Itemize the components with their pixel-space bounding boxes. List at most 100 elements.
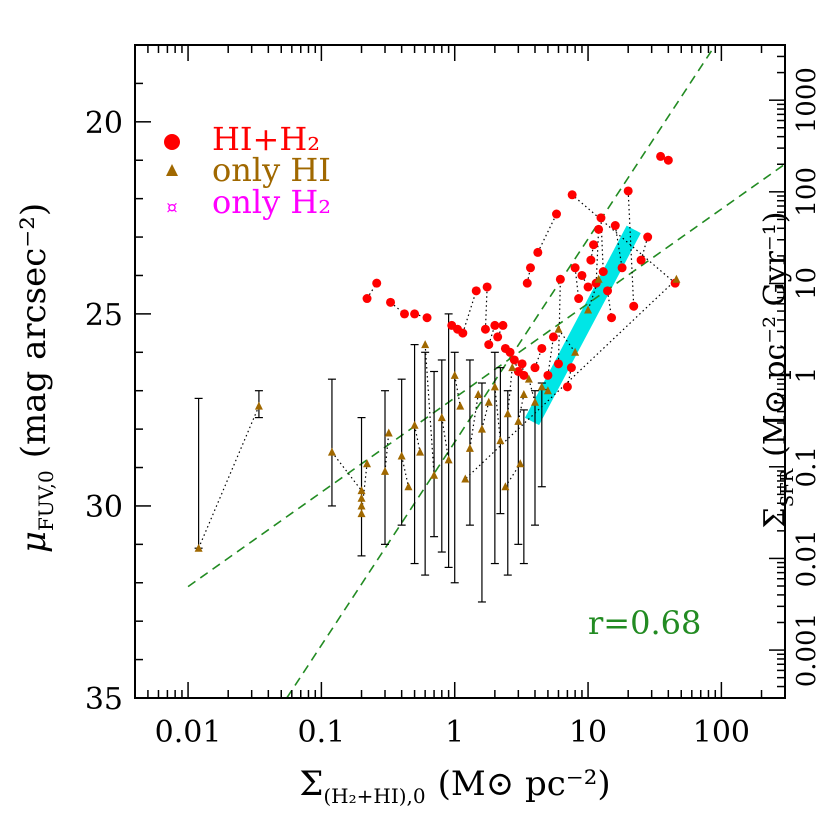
y-axis-label: μFUV,0 (mag arcsec⁻²) xyxy=(14,203,58,553)
point-hi-h2 xyxy=(623,186,633,196)
point-only-hi xyxy=(490,382,499,391)
point-only-hi xyxy=(357,486,366,495)
y2-tick-label: 0.001 xyxy=(792,613,822,687)
point-only-hi xyxy=(503,409,512,418)
y-tick-label: 30 xyxy=(85,490,123,525)
profile-link-line xyxy=(462,290,477,334)
point-hi-h2 xyxy=(490,320,500,330)
point-hi-h2 xyxy=(583,282,593,292)
point-only-hi xyxy=(421,340,430,349)
point-only-hi xyxy=(672,274,681,283)
point-only-hi xyxy=(381,466,390,475)
point-only-hi xyxy=(584,305,593,314)
point-hi-h2 xyxy=(636,255,646,265)
point-only-hi xyxy=(543,386,552,395)
point-hi-h2 xyxy=(548,332,558,342)
point-only-hi xyxy=(450,370,459,379)
point-hi-h2 xyxy=(410,309,420,319)
profile-link-line xyxy=(595,229,600,284)
point-only-hi xyxy=(571,347,580,356)
point-hi-h2 xyxy=(663,155,673,165)
point-only-hi xyxy=(465,443,474,452)
y2-tick-label: 0.1 xyxy=(792,446,822,487)
profile-link-line xyxy=(401,455,410,487)
point-only-hi xyxy=(474,390,483,399)
point-hi-h2 xyxy=(552,209,562,219)
point-hi-h2 xyxy=(399,309,409,319)
x-tick-label: 10 xyxy=(569,715,607,750)
x-axis-label-main: Σ xyxy=(299,764,323,804)
profile-link-line xyxy=(547,336,555,376)
y2-tick-label: 10 xyxy=(792,267,822,300)
data-points xyxy=(194,151,681,552)
y-axis-ticks: 20 25 30 35 xyxy=(85,44,151,717)
point-only-hi xyxy=(254,401,263,410)
point-hi-h2 xyxy=(533,247,543,257)
profile-link-line xyxy=(198,405,260,549)
point-only-hi xyxy=(437,413,446,422)
point-only-hi xyxy=(519,390,528,399)
profile-link-line xyxy=(441,417,450,460)
point-hi-h2 xyxy=(603,286,613,296)
profile-link-line xyxy=(517,394,525,422)
fit-lines xyxy=(187,45,785,698)
fit-line-2 xyxy=(286,45,716,698)
profile-link-line xyxy=(366,282,378,299)
point-hi-h2 xyxy=(498,320,508,330)
fit-line-1 xyxy=(187,163,785,588)
profile-link-line xyxy=(557,328,576,353)
legend-marker-only-h2: ¤ xyxy=(166,197,177,218)
y-tick-label: 35 xyxy=(85,682,123,717)
point-hi-h2 xyxy=(562,382,572,392)
point-only-hi xyxy=(430,470,439,479)
point-hi-h2 xyxy=(386,297,396,307)
point-only-hi xyxy=(530,397,539,406)
point-hi-h2 xyxy=(567,190,577,200)
point-hi-h2 xyxy=(598,267,608,277)
point-only-hi xyxy=(404,482,413,491)
point-hi-h2 xyxy=(555,274,565,284)
profile-link-line xyxy=(537,213,558,253)
legend-label-only-h2: only H₂ xyxy=(212,183,331,221)
point-hi-h2 xyxy=(586,255,596,265)
point-only-hi xyxy=(397,451,406,460)
point-only-hi xyxy=(477,424,486,433)
point-hi-h2 xyxy=(522,278,532,288)
y2-tick-label: 1000 xyxy=(792,67,822,133)
y2-tick-label: 100 xyxy=(792,167,822,217)
point-hi-h2 xyxy=(493,332,503,342)
error-bars xyxy=(194,313,546,603)
point-hi-h2 xyxy=(519,370,529,380)
point-hi-h2 xyxy=(458,328,468,338)
legend-label-hi-h2: HI+H₂ xyxy=(212,120,320,158)
point-only-hi xyxy=(357,493,366,502)
point-hi-h2 xyxy=(362,294,372,304)
profile-link-line xyxy=(566,367,572,387)
point-only-hi xyxy=(444,455,453,464)
point-only-hi xyxy=(524,374,533,383)
point-hi-h2 xyxy=(643,232,653,242)
x-tick-label: 1 xyxy=(445,715,464,750)
legend-marker-only-hi xyxy=(166,164,178,176)
y2-axis-label-main: Σ xyxy=(758,507,793,528)
profile-link-line xyxy=(606,290,613,318)
point-only-hi xyxy=(496,436,505,445)
x-axis-label-sub: (H₂+HI),0 xyxy=(323,784,425,808)
point-hi-h2 xyxy=(480,324,490,334)
point-only-hi xyxy=(501,482,510,491)
y-axis-label-main: μ xyxy=(14,531,54,553)
point-hi-h2 xyxy=(484,340,494,350)
point-only-hi xyxy=(410,420,419,429)
profile-link-line xyxy=(481,402,490,430)
profile-link-line xyxy=(534,348,543,368)
correlation-annotation: r=0.68 xyxy=(588,604,701,642)
x-axis-label: Σ(H₂+HI),0 (M⊙ pc⁻²) xyxy=(299,764,610,808)
profile-link-line xyxy=(424,344,435,476)
y2-axis-ticks: 0.001 0.01 0.1 1 10 100 1000 xyxy=(769,44,822,699)
profile-link-line xyxy=(574,267,580,299)
profile-link-line xyxy=(627,190,635,307)
y-axis-label-unit: (mag arcsec⁻²) xyxy=(14,203,54,458)
point-only-hi xyxy=(327,447,336,456)
x-tick-label: 0.1 xyxy=(298,715,346,750)
profile-link-line xyxy=(360,463,368,514)
